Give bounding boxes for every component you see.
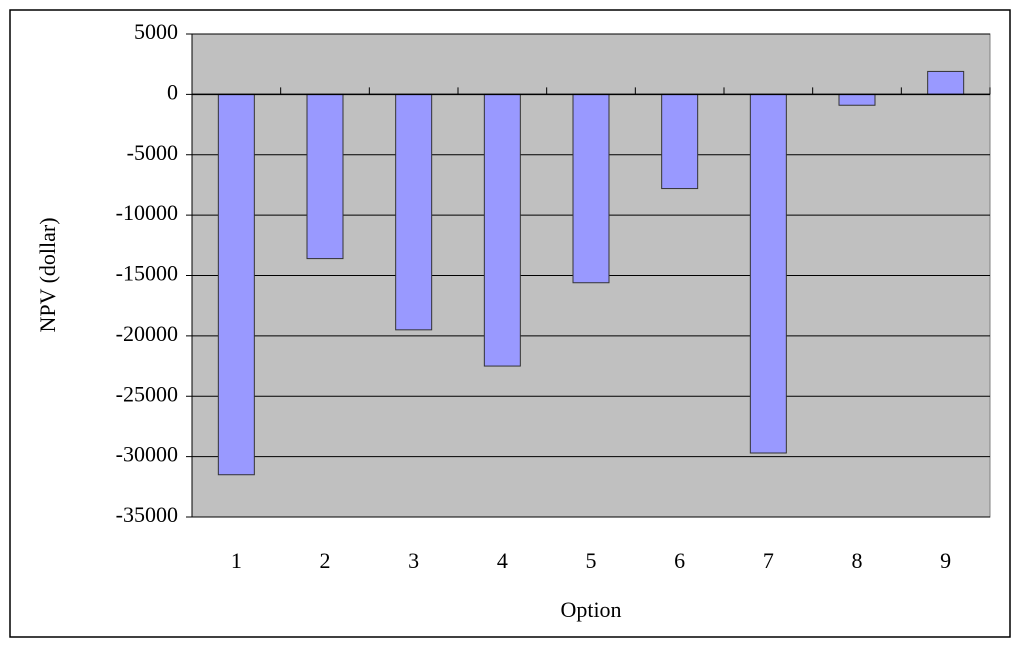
y-tick-label: 5000 (134, 19, 178, 44)
x-tick-label: 2 (320, 548, 331, 573)
bar (483, 93, 521, 367)
bar (217, 93, 255, 476)
y-tick-label: -20000 (116, 321, 178, 346)
x-axis-label: Option (560, 597, 621, 622)
bar (395, 93, 433, 331)
y-tick-label: -15000 (116, 261, 178, 286)
y-tick-label: 0 (167, 79, 178, 104)
x-tick-label: 5 (586, 548, 597, 573)
x-tick-label: 4 (497, 548, 508, 573)
bar (927, 70, 965, 95)
y-tick-label: -25000 (116, 381, 178, 406)
y-tick-label: -35000 (116, 502, 178, 527)
y-axis-label: NPV (dollar) (35, 217, 60, 332)
bar (749, 93, 787, 454)
bar (838, 93, 876, 106)
x-tick-label: 1 (231, 548, 242, 573)
x-tick-label: 6 (674, 548, 685, 573)
bar (306, 93, 344, 260)
y-tick-label: -5000 (127, 140, 178, 165)
bar (572, 93, 610, 284)
x-tick-label: 9 (940, 548, 951, 573)
x-tick-label: 3 (408, 548, 419, 573)
y-tick-label: -10000 (116, 200, 178, 225)
x-tick-label: 8 (852, 548, 863, 573)
x-tick-label: 7 (763, 548, 774, 573)
y-tick-label: -30000 (116, 442, 178, 467)
bar (661, 93, 699, 190)
